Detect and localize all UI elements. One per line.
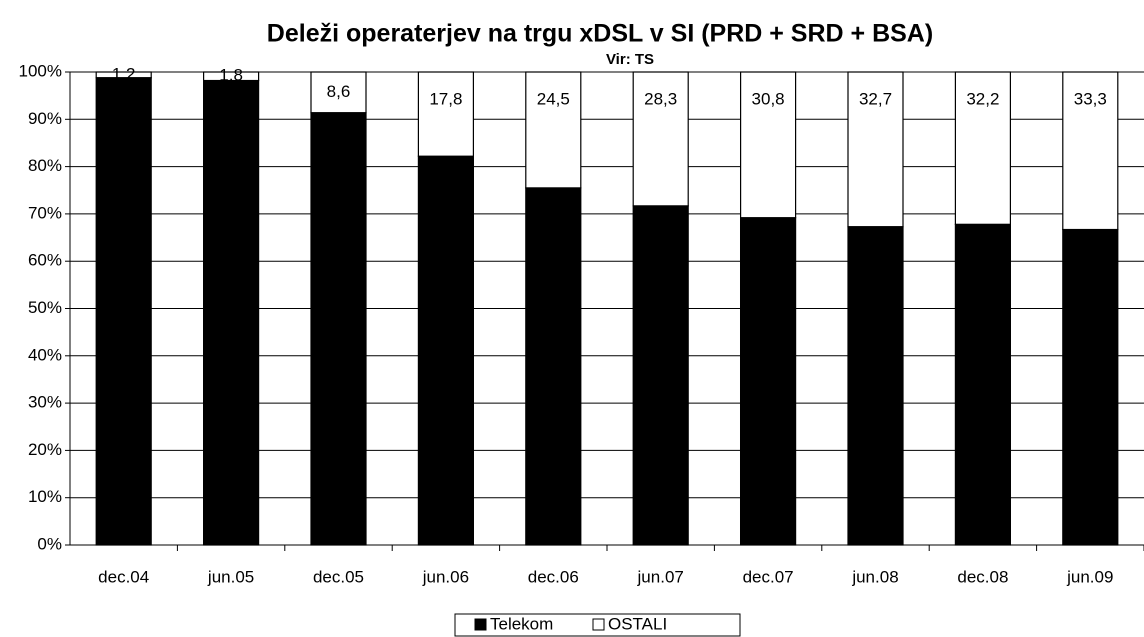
bar-segment — [310, 71, 367, 114]
legend-label: OSTALI — [608, 614, 667, 633]
y-tick-label: 40% — [28, 345, 62, 364]
bar-segment — [203, 71, 260, 82]
data-label: 24,5 — [537, 89, 570, 108]
y-tick-label: 80% — [28, 156, 62, 175]
y-tick-label: 10% — [28, 487, 62, 506]
x-tick-label: dec.06 — [528, 567, 579, 586]
legend-swatch — [474, 618, 487, 631]
x-tick-label: dec.05 — [313, 567, 364, 586]
bar-segment — [417, 155, 474, 546]
y-tick-label: 90% — [28, 109, 62, 128]
bar-segment — [95, 77, 152, 546]
y-tick-label: 100% — [19, 61, 62, 80]
data-label: 33,3 — [1074, 89, 1107, 108]
bar-segment — [203, 79, 260, 546]
y-tick-label: 60% — [28, 251, 62, 270]
data-label: 32,2 — [966, 89, 999, 108]
data-label: 1,8 — [219, 66, 243, 85]
data-label: 30,8 — [752, 89, 785, 108]
bar-segment — [739, 217, 797, 546]
data-label: 28,3 — [644, 89, 677, 108]
y-tick-label: 0% — [37, 534, 62, 553]
bar-segment — [632, 71, 689, 207]
bar-segment — [525, 187, 582, 546]
x-tick-label: jun.07 — [637, 567, 684, 586]
y-tick-label: 20% — [28, 440, 62, 459]
x-tick-label: jun.05 — [207, 567, 254, 586]
bar-segment — [417, 71, 474, 157]
bar-segment — [954, 71, 1012, 225]
chart-title: Deleži operaterjev na trgu xDSL v SI (PR… — [267, 20, 933, 48]
bar-segment — [847, 71, 904, 228]
x-tick-label: dec.04 — [98, 567, 149, 586]
bar-segment — [954, 223, 1012, 546]
data-label: 17,8 — [429, 89, 462, 108]
bar-segment — [95, 71, 152, 79]
y-tick-label: 50% — [28, 298, 62, 317]
x-tick-label: dec.08 — [957, 567, 1008, 586]
x-tick-label: jun.08 — [851, 567, 898, 586]
bar-segment — [632, 205, 689, 546]
data-label: 8,6 — [327, 82, 351, 101]
bar-segment — [739, 71, 797, 219]
bar-segment — [847, 226, 904, 546]
bar-segment — [310, 112, 367, 546]
legend-label: Telekom — [490, 614, 553, 633]
data-label: 32,7 — [859, 89, 892, 108]
y-tick-label: 70% — [28, 203, 62, 222]
y-tick-label: 30% — [28, 393, 62, 412]
bar-segment — [1062, 71, 1119, 231]
x-tick-label: dec.07 — [743, 567, 794, 586]
x-tick-label: jun.09 — [1066, 567, 1113, 586]
data-label: 1,2 — [112, 64, 136, 83]
bar-segment — [1062, 228, 1119, 546]
chart-subtitle: Vir: TS — [606, 51, 654, 68]
legend-swatch — [592, 618, 605, 631]
bar-segment — [525, 71, 582, 189]
x-tick-label: jun.06 — [422, 567, 469, 586]
